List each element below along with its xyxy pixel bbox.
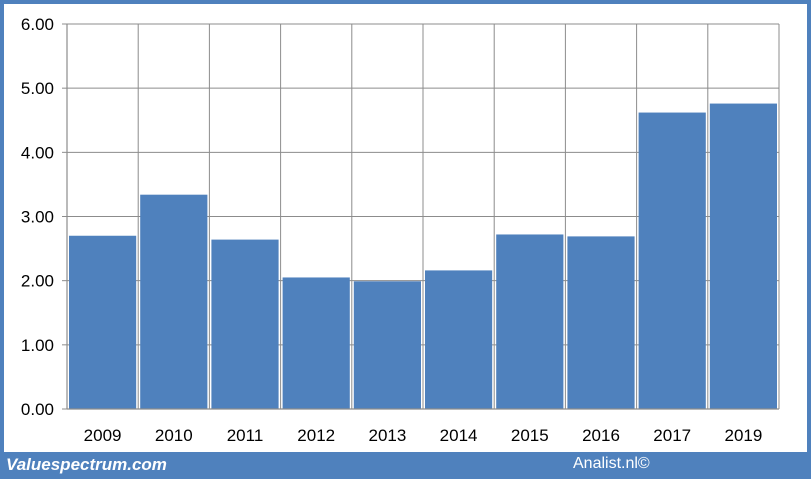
bar-2010 [140, 194, 208, 409]
y-tick-label: 2.00 [21, 272, 54, 291]
y-tick-label: 4.00 [21, 143, 54, 162]
x-tick-label-2015: 2015 [511, 426, 549, 445]
bar-2019 [709, 103, 777, 410]
y-tick-label: 5.00 [21, 79, 54, 98]
x-tick-label-2017: 2017 [653, 426, 691, 445]
bars [69, 103, 777, 410]
bar-2016 [567, 236, 635, 409]
bar-2017 [638, 112, 706, 410]
source-watermark-left: Valuespectrum.com [6, 455, 167, 474]
x-tick-label-2011: 2011 [227, 426, 264, 445]
bar-2009 [69, 235, 137, 409]
bar-2011 [211, 239, 279, 409]
y-tick-label: 0.00 [21, 400, 54, 419]
grid-lines [66, 23, 780, 409]
x-tick-label-2019: 2019 [724, 426, 762, 445]
bar-2014 [425, 270, 493, 409]
bar-2012 [282, 277, 350, 409]
x-tick-label-2014: 2014 [440, 426, 478, 445]
y-tick-labels: 0.00 1.00 2.00 3.00 4.00 5.00 6.00 [21, 15, 54, 419]
axes [62, 23, 779, 410]
x-tick-label-2016: 2016 [582, 426, 620, 445]
x-tick-label-2012: 2012 [297, 426, 335, 445]
x-tick-label-2013: 2013 [368, 426, 406, 445]
bar-chart: 0.00 1.00 2.00 3.00 4.00 5.00 6.00 2009 2010 201… [21, 15, 780, 445]
bar-2015 [496, 234, 564, 409]
y-tick-label: 6.00 [21, 15, 54, 34]
x-tick-labels: 2009 2010 2011 2012 2013 2014 2015 2016 2017 2019 [84, 426, 763, 445]
y-tick-label: 1.00 [21, 336, 54, 355]
plot-panel: 0.00 1.00 2.00 3.00 4.00 5.00 6.00 2009 2010 201… [4, 4, 807, 452]
source-watermark-right: Analist.nl© [573, 455, 650, 472]
bar-2013 [353, 281, 421, 409]
y-tick-label: 3.00 [21, 208, 54, 227]
x-tick-label-2010: 2010 [155, 426, 193, 445]
x-tick-label-2009: 2009 [84, 426, 122, 445]
